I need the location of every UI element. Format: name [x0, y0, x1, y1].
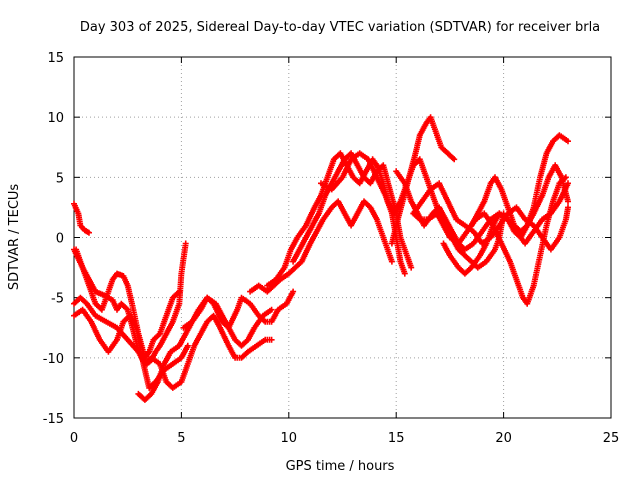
y-tick-label: 5: [56, 171, 64, 186]
y-tick-label: 10: [47, 111, 64, 126]
series-track-17: [468, 162, 571, 235]
series-track-8: [247, 198, 395, 295]
data-points: [71, 114, 571, 403]
axis-ticks: 0 5 10 15 20 25 -15 -10 -5 0 5 10 15: [43, 51, 620, 446]
series-track-10: [290, 150, 415, 271]
series-track-7: [180, 288, 297, 331]
x-tick-label: 25: [603, 431, 620, 446]
x-tick-label: 0: [70, 431, 78, 446]
y-tick-label: -10: [43, 352, 64, 367]
y-tick-label: 0: [56, 232, 64, 247]
data-marker-trace: [290, 150, 415, 271]
y-tick-label: -5: [51, 292, 64, 307]
y-axis-label: SDTVAR / TECUs: [7, 184, 22, 291]
y-tick-label: -15: [43, 412, 64, 427]
series-track-5: [71, 294, 275, 391]
series-track-15: [410, 174, 569, 307]
data-marker-trace: [71, 294, 275, 391]
x-tick-label: 15: [388, 431, 405, 446]
x-tick-label: 5: [177, 431, 185, 446]
x-tick-label: 20: [495, 431, 512, 446]
chart-title: Day 303 of 2025, Sidereal Day-to-day VTE…: [80, 20, 600, 35]
y-tick-label: 15: [47, 51, 64, 66]
x-tick-label: 10: [281, 431, 298, 446]
data-marker-trace: [247, 198, 395, 295]
series-track-1: [71, 200, 92, 236]
data-marker-trace: [410, 174, 569, 307]
data-marker-trace: [468, 162, 571, 235]
data-marker-trace: [180, 288, 297, 331]
x-axis-label: GPS time / hours: [286, 459, 395, 474]
